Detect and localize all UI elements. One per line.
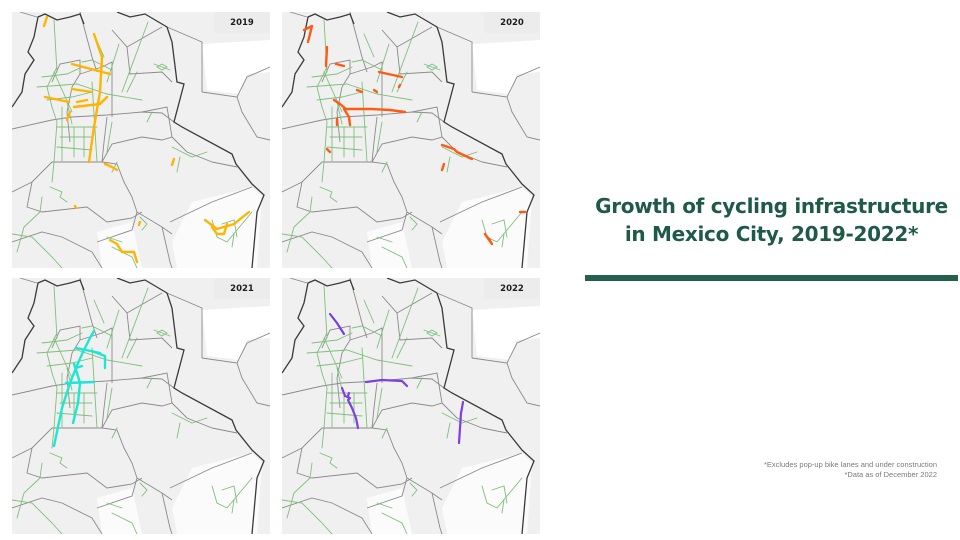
map-2019-icon <box>12 12 270 268</box>
map-2022-icon <box>282 278 540 534</box>
year-label: 2022 <box>484 278 540 299</box>
map-2020-icon <box>282 12 540 268</box>
map-2021-icon <box>12 278 270 534</box>
page-title: Growth of cycling infrastructure in Mexi… <box>585 192 958 248</box>
map-panel-2022: 2022 <box>282 278 540 534</box>
year-label: 2020 <box>484 12 540 33</box>
map-panel-2019: 2019 <box>12 12 270 268</box>
map-panel-2021: 2021 <box>12 278 270 534</box>
year-label: 2021 <box>214 278 270 299</box>
map-panel-2020: 2020 <box>282 12 540 268</box>
footnote-data-date: *Data as of December 2022 <box>844 470 937 479</box>
title-divider <box>585 275 958 281</box>
year-label: 2019 <box>214 12 270 33</box>
title-line-1: Growth of cycling infrastructure <box>595 194 948 218</box>
title-line-2: in Mexico City, 2019-2022* <box>624 222 919 246</box>
footnote-exclusions: *Excludes pop-up bike lanes and under co… <box>763 460 937 469</box>
footnotes: *Excludes pop-up bike lanes and under co… <box>764 460 937 480</box>
